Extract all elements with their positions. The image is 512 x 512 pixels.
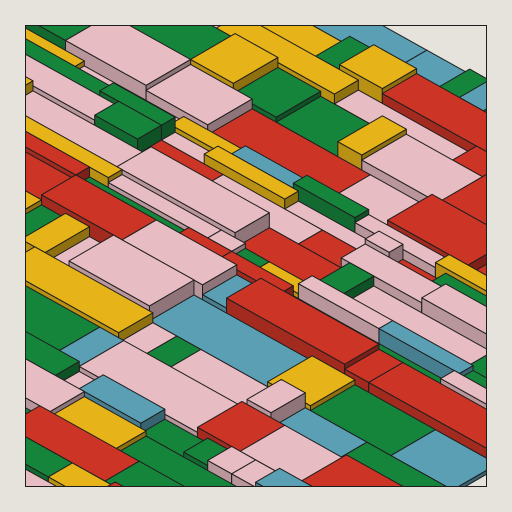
block-top-face (232, 66, 322, 118)
block-top-face (440, 370, 486, 405)
block-top-face (203, 145, 299, 200)
block-top-face (26, 190, 43, 210)
block-top-face (421, 283, 486, 335)
block-top-face (255, 467, 313, 486)
block-top-face (364, 230, 404, 253)
block-top-face (121, 219, 238, 286)
block-top-face (226, 277, 380, 365)
block-top-face (441, 174, 486, 225)
block-top-face (68, 234, 195, 307)
block-top-face (107, 481, 124, 486)
block-top-face (390, 429, 486, 486)
block-top-face (94, 100, 162, 140)
block-top-face (246, 378, 306, 414)
block-top-face (104, 460, 185, 486)
block-top-face (337, 115, 407, 156)
block-top-face (26, 468, 57, 486)
block-top-face (190, 33, 279, 84)
block-top-face (368, 362, 486, 449)
block-top-face (145, 63, 253, 126)
block-top-face (78, 374, 166, 424)
isometric-block-artwork (25, 25, 487, 487)
block-top-face (292, 174, 370, 219)
block-top-face (26, 246, 154, 334)
block-top-face (116, 146, 270, 234)
block-top-face (65, 26, 192, 86)
block-top-face (111, 435, 237, 486)
artwork-canvas (26, 26, 486, 486)
block-top-face (301, 454, 404, 486)
block-top-face (26, 76, 34, 86)
block-top-face (47, 462, 115, 486)
block-top-face (434, 254, 486, 292)
block-top-face (452, 145, 486, 180)
block-top-face (339, 44, 418, 90)
block-top-face (26, 115, 123, 179)
block-top-face (381, 73, 486, 152)
